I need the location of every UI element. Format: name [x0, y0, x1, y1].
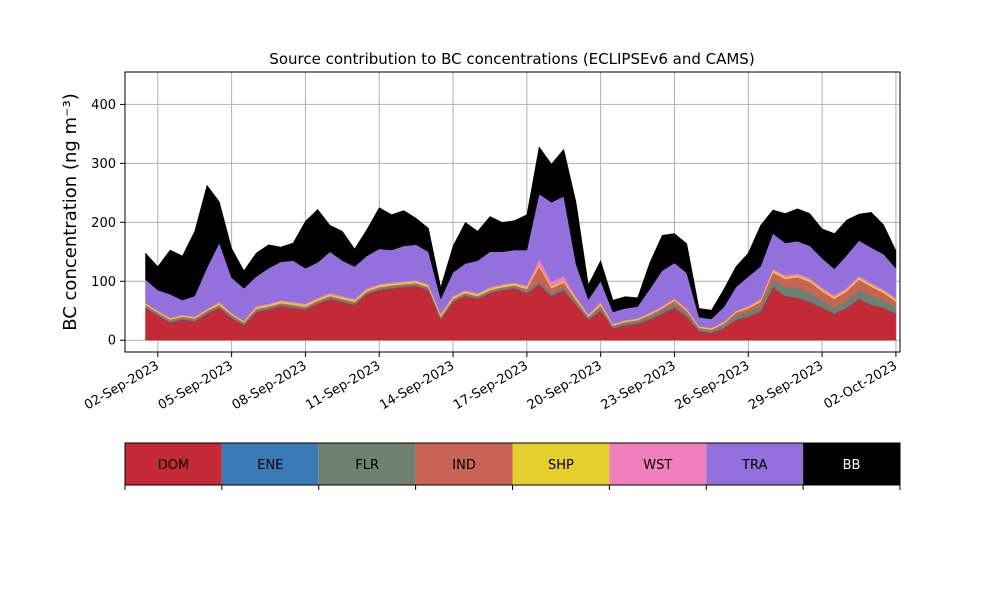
y-tick-label: 200: [91, 216, 116, 231]
x-tick-label: 14-Sep-2023: [377, 358, 457, 413]
legend-label-dom: DOM: [158, 458, 189, 473]
y-tick-label: 400: [91, 98, 116, 113]
legend-label-ene: ENE: [257, 458, 283, 473]
x-axis: 02-Sep-202305-Sep-202308-Sep-202311-Sep-…: [82, 352, 900, 413]
x-tick-label: 05-Sep-2023: [156, 358, 236, 413]
legend-swatch-flr: [318, 443, 416, 485]
legend-swatch-shp: [512, 443, 610, 485]
legend-label-flr: FLR: [355, 458, 379, 473]
x-tick-label: 20-Sep-2023: [525, 358, 605, 413]
legend-label-shp: SHP: [548, 458, 574, 473]
plot-frame: [124, 71, 901, 353]
y-tick-label: 300: [91, 157, 116, 172]
legend-swatch-ene: [221, 443, 319, 485]
legend-swatch-bb: [803, 443, 900, 485]
legend-swatch-tra: [706, 443, 804, 485]
x-tick-label: 17-Sep-2023: [451, 358, 531, 413]
x-tick-label: 29-Sep-2023: [746, 358, 826, 413]
legend-swatch-dom: [125, 443, 222, 485]
x-tick-label: 26-Sep-2023: [672, 358, 752, 413]
x-tick-label: 02-Sep-2023: [82, 358, 162, 413]
stacked-areas: [145, 146, 897, 341]
x-tick-label: 11-Sep-2023: [303, 358, 383, 413]
legend-swatch-wst: [609, 443, 707, 485]
x-tick-label: 08-Sep-2023: [230, 358, 310, 413]
x-tick-label: 02-Oct-2023: [822, 358, 900, 412]
y-tick-label: 0: [108, 334, 116, 349]
y-axis: 0 100 200 300 400: [91, 98, 125, 349]
x-tick-label: 23-Sep-2023: [599, 358, 679, 413]
y-axis-label: BC concentration (ng m⁻³): [60, 93, 81, 331]
legend-label-ind: IND: [452, 458, 476, 473]
legend-swatch-ind: [415, 443, 513, 485]
chart-title: Source contribution to BC concentrations…: [269, 50, 754, 68]
y-tick-label: 100: [91, 275, 116, 290]
legend-label-bb: BB: [843, 458, 861, 473]
legend-label-tra: TRA: [741, 458, 767, 473]
legend: DOM ENE FLR IND SHP WST TRA BB: [124, 442, 901, 490]
area-bb: [145, 146, 897, 320]
legend-label-wst: WST: [643, 458, 672, 473]
